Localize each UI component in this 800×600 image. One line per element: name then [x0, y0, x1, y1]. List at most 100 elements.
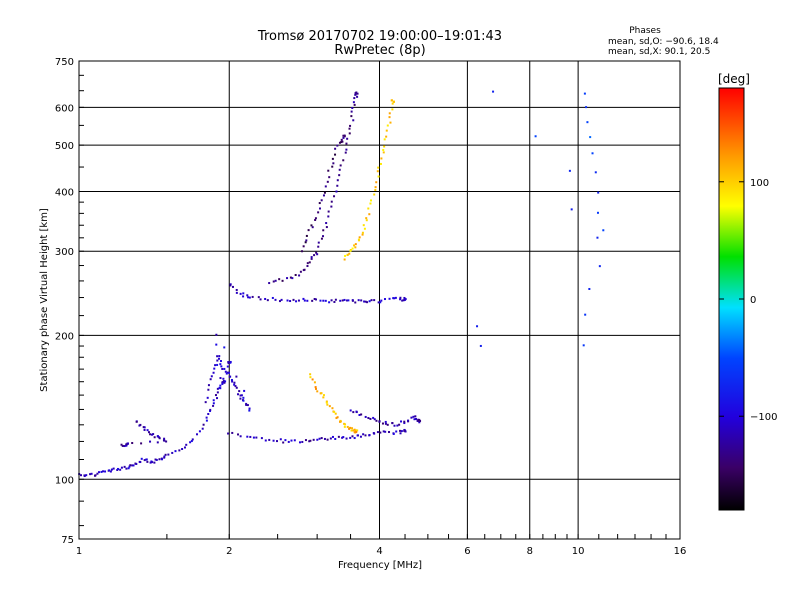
data-point: [231, 380, 234, 383]
data-point: [365, 219, 368, 222]
data-point: [322, 235, 325, 238]
data-point: [375, 181, 378, 184]
data-point: [349, 436, 352, 439]
data-point: [131, 464, 134, 467]
data-point: [327, 210, 330, 213]
data-point: [352, 429, 355, 432]
data-point: [319, 299, 322, 302]
data-point: [309, 439, 312, 442]
y-tick-label: 600: [55, 103, 74, 114]
data-point: [313, 254, 316, 257]
data-point: [235, 375, 238, 378]
data-point: [294, 273, 297, 276]
data-point: [398, 423, 401, 426]
data-point: [227, 371, 230, 374]
data-point: [400, 430, 403, 433]
data-point: [123, 465, 126, 468]
data-point: [391, 102, 394, 105]
data-point: [316, 253, 319, 256]
data-point: [139, 423, 142, 426]
data-point: [362, 433, 365, 436]
data-point: [583, 92, 586, 95]
data-point: [333, 410, 336, 413]
data-point: [223, 367, 226, 370]
data-point: [374, 186, 377, 189]
data-point: [382, 148, 385, 151]
data-point: [320, 437, 323, 440]
data-point: [399, 432, 402, 435]
data-point: [354, 93, 357, 96]
data-point: [264, 297, 267, 300]
data-point: [346, 299, 349, 302]
data-point: [331, 157, 334, 160]
data-point: [320, 199, 323, 202]
data-point: [304, 241, 307, 244]
data-point: [348, 252, 351, 255]
data-point: [322, 229, 325, 232]
data-point: [219, 384, 222, 387]
data-point: [229, 284, 232, 287]
y-tick-label: 200: [55, 331, 74, 342]
data-point: [212, 404, 215, 407]
data-point: [388, 116, 391, 119]
data-point: [356, 429, 359, 432]
data-point: [382, 430, 385, 433]
data-point: [370, 199, 373, 202]
data-point: [476, 325, 479, 328]
data-point: [120, 466, 123, 469]
data-point: [377, 301, 380, 304]
data-point: [349, 124, 352, 127]
data-point: [392, 297, 395, 300]
data-point: [354, 246, 357, 249]
data-point: [100, 470, 103, 473]
data-point: [213, 367, 216, 370]
phases-x-stats: mean, sd,X: 90.1, 20.5: [608, 47, 710, 57]
data-point: [351, 299, 354, 302]
data-point: [116, 468, 119, 471]
data-point: [403, 420, 406, 423]
data-point: [336, 416, 339, 419]
data-point: [219, 377, 222, 380]
data-point: [383, 298, 386, 301]
data-point: [149, 433, 152, 436]
data-point: [109, 470, 112, 473]
data-point: [404, 430, 407, 433]
data-point: [248, 296, 251, 299]
data-point: [222, 377, 225, 380]
data-point: [352, 119, 355, 122]
data-point: [333, 300, 336, 303]
data-point: [386, 124, 389, 127]
data-point: [596, 236, 599, 239]
chart-subtitle: RwPretec (8p): [334, 43, 425, 58]
data-point: [183, 446, 186, 449]
data-point: [314, 217, 317, 220]
data-point: [207, 413, 210, 416]
data-point: [287, 440, 290, 443]
data-point: [362, 224, 365, 227]
data-point: [597, 191, 600, 194]
data-point: [358, 413, 361, 416]
data-point: [360, 299, 363, 302]
data-point: [226, 371, 229, 374]
data-point: [343, 298, 346, 301]
data-point: [310, 257, 313, 260]
data-point: [154, 458, 157, 461]
data-point: [171, 451, 174, 454]
data-point: [354, 243, 357, 246]
data-point: [354, 92, 357, 95]
data-point: [349, 426, 352, 429]
data-point: [376, 431, 379, 434]
data-point: [345, 142, 348, 145]
data-point: [174, 450, 177, 453]
data-point: [323, 191, 326, 194]
colorbar-label: [deg]: [718, 72, 750, 86]
colorbar-tick-label: −100: [750, 412, 777, 423]
data-point: [331, 435, 334, 438]
data-point: [369, 417, 372, 420]
data-point: [383, 145, 386, 148]
data-point: [143, 459, 146, 462]
data-point: [156, 441, 159, 444]
data-point: [395, 430, 398, 433]
data-point: [376, 170, 379, 173]
